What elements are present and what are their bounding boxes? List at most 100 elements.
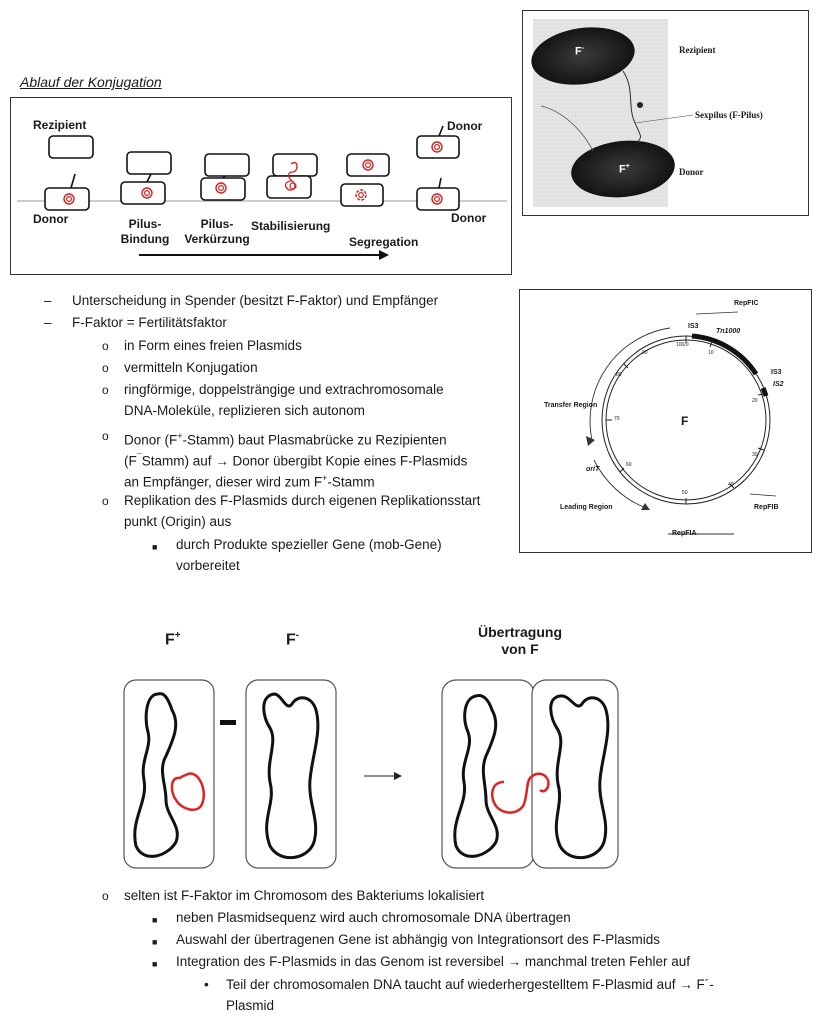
label-donor-left: Donor <box>33 212 69 226</box>
cell-label-f-plus: F+ <box>165 630 181 649</box>
bullet-b2-3-line1: ringförmige, doppelsträngige und extrach… <box>124 382 444 397</box>
plasmid-repfia: RepFIA <box>672 530 697 537</box>
micrograph-svg <box>531 19 694 207</box>
label-pilus-bindung: Pilus- Bindung <box>115 217 175 247</box>
plasmid-center-label: F <box>681 414 689 428</box>
bullet-b2-5-line2: punkt (Origin) aus <box>124 514 232 529</box>
plasmid-tick-60: 60 <box>626 462 632 468</box>
bullet-dash: – <box>44 315 52 330</box>
conjugation-diagram: Rezipient Donor Donor Donor Pilus- Bindu… <box>10 97 512 275</box>
cell-f-minus-text: F <box>286 631 296 649</box>
label-stabilisierung: Stabilisierung <box>251 219 331 233</box>
micrograph-label-rezipient: Rezipient <box>679 45 716 55</box>
bullet-circle: o <box>102 889 109 903</box>
bullet-circle: o <box>102 361 109 375</box>
plasmid-is3-top: IS3 <box>688 323 699 330</box>
label-pilus-verkuerzung-1: Pilus- <box>200 217 234 231</box>
label-donor-bottom-right: Donor <box>451 211 487 225</box>
bullet-circle: o <box>102 429 109 443</box>
bullet-b2-2: vermitteln Konjugation <box>124 360 258 375</box>
conjugation-diagram-svg <box>17 125 507 260</box>
bullet-c1-1: neben Plasmidsequenz wird auch chromosom… <box>176 910 571 925</box>
bullet-dot: • <box>204 977 209 992</box>
micrograph-f-plus-sup: + <box>625 163 630 170</box>
bullet-b2-5-1-line1: durch Produkte spezieller Gene (mob-Gene… <box>176 537 442 552</box>
b2-4-l3-sup: + <box>322 473 328 483</box>
plasmid-is2: IS2 <box>773 381 784 388</box>
cell-label-transfer-2: von F <box>501 641 539 657</box>
bullet-c1-2: Auswahl der übertragenen Gene ist abhäng… <box>176 932 661 947</box>
plasmid-tick-50: 50 <box>682 490 688 496</box>
section-title: Ablauf der Konjugation <box>20 74 162 90</box>
bullet-b1: Unterscheidung in Spender (besitzt F-Fak… <box>72 293 439 308</box>
bullet-b2-4-line1: Donor (F+-Stamm) baut Plasmabrücke zu Re… <box>124 426 447 451</box>
plasmid-tick-90: 90 <box>642 350 648 356</box>
bullet-b2-5-1-line2: vorbereitet <box>176 558 240 573</box>
cell-transfer-figure: F+ F- Übertragung von F <box>110 620 630 870</box>
recipient-cell-1 <box>48 135 94 159</box>
bullet-list-bottom: o selten ist F-Faktor im Chromosom des B… <box>0 886 830 1024</box>
bullet-list-main: – Unterscheidung in Spender (besitzt F-F… <box>0 291 515 581</box>
plasmid-tn1000: Tn1000 <box>716 328 741 335</box>
plasmid-repfic: RepFIC <box>734 300 759 307</box>
bullet-b2: F-Faktor = Fertilitätsfaktor <box>72 315 227 330</box>
bullet-square: ■ <box>152 915 158 925</box>
plasmid-leading-region: Leading Region <box>560 504 613 511</box>
cell-f-minus-sup: - <box>295 630 300 641</box>
cell-f-plus-sup: + <box>174 630 181 641</box>
plasmid-tick-70: 70 <box>614 416 620 422</box>
b2-4-l2-sup: ¯ <box>136 452 142 462</box>
b2-4-l3b: -Stamm <box>327 474 375 490</box>
micrograph-label-sexpilus: Sexpilus (F-Pilus) <box>695 110 763 120</box>
plasmid-tick-20: 20 <box>752 398 758 404</box>
plasmid-tick-80: 80 <box>616 372 622 378</box>
micrograph-f-minus-text: F <box>575 45 582 58</box>
cell-f-plus-text: F <box>165 631 175 649</box>
b2-4-l1b: -Stamm) baut Plasmabrücke zu Rezipienten <box>182 432 447 448</box>
label-segregation: Segregation <box>349 235 419 249</box>
bullet-b2-3-line2: DNA-Moleküle, replizieren sich autonom <box>124 403 365 418</box>
bullet-b2-4-line3: an Empfänger, dieser wird zum F+-Stamm <box>124 468 375 493</box>
bullet-circle: o <box>102 494 109 508</box>
plasmid-transfer-region: Transfer Region <box>544 402 598 409</box>
micrograph-f-minus: F- <box>575 45 584 58</box>
plasmid-orit: oriT <box>586 466 600 473</box>
b2-4-l2b: Stamm) auf → Donor übergibt Kopie eines … <box>141 453 468 469</box>
b2-4-l1a: Donor (F <box>124 432 178 448</box>
label-pilus-verkuerzung: Pilus- Verkürzung <box>181 217 253 247</box>
micrograph-label-donor: Donor <box>679 167 704 177</box>
plasmid-tick-40: 40 <box>728 482 734 488</box>
label-pilus-bindung-1: Pilus- <box>128 217 162 231</box>
b2-4-l3a: an Empfänger, dieser wird zum F <box>124 474 323 490</box>
micrograph-f-minus-sup: - <box>581 45 585 52</box>
bullet-c1: selten ist F-Faktor im Chromosom des Bak… <box>124 888 485 903</box>
bullet-b2-4-line2: (F¯Stamm) auf → Donor übergibt Kopie ein… <box>124 447 467 472</box>
micrograph-f-plus: F+ <box>619 163 630 176</box>
plasmid-tick-10: 10 <box>708 350 714 356</box>
bullet-circle: o <box>102 383 109 397</box>
bullet-c1-3-1-line2: Plasmid <box>226 998 275 1013</box>
plasmid-repfib: RepFIB <box>754 504 779 511</box>
b2-4-l2a: (F <box>124 453 137 469</box>
bullet-c1-3: Integration des F-Plasmids in das Genom … <box>176 954 690 969</box>
plasmid-is3-right: IS3 <box>771 369 782 376</box>
bullet-b2-5-line1: Replikation des F-Plasmids durch eigenen… <box>124 493 481 508</box>
cell-transfer-svg <box>123 679 619 869</box>
plasmid-map-svg <box>586 311 777 535</box>
label-donor-top-right: Donor <box>447 119 483 133</box>
bullet-circle: o <box>102 339 109 353</box>
label-pilus-bindung-2: Bindung <box>120 232 170 246</box>
label-pilus-verkuerzung-2: Verkürzung <box>184 232 250 246</box>
bullet-square: ■ <box>152 542 158 552</box>
label-rezipient: Rezipient <box>33 118 87 132</box>
bullet-dash: – <box>44 293 52 308</box>
bullet-b2-1: in Form eines freien Plasmids <box>124 338 302 353</box>
cell-label-f-minus: F- <box>286 630 299 649</box>
plasmid-map-figure: F RepFIC IS3 Tn1000 IS3 IS2 Transfer Reg… <box>519 289 812 553</box>
cell-label-transfer-1: Übertragung <box>478 624 562 640</box>
micrograph-f-plus-text: F <box>619 163 626 176</box>
bullet-square: ■ <box>152 959 158 969</box>
bullet-c1-3-1-line1: Teil der chromosomalen DNA taucht auf wi… <box>226 977 714 992</box>
plasmid-tick-0: 100/0 <box>676 342 689 348</box>
cell-label-transfer: Übertragung von F <box>460 624 580 658</box>
